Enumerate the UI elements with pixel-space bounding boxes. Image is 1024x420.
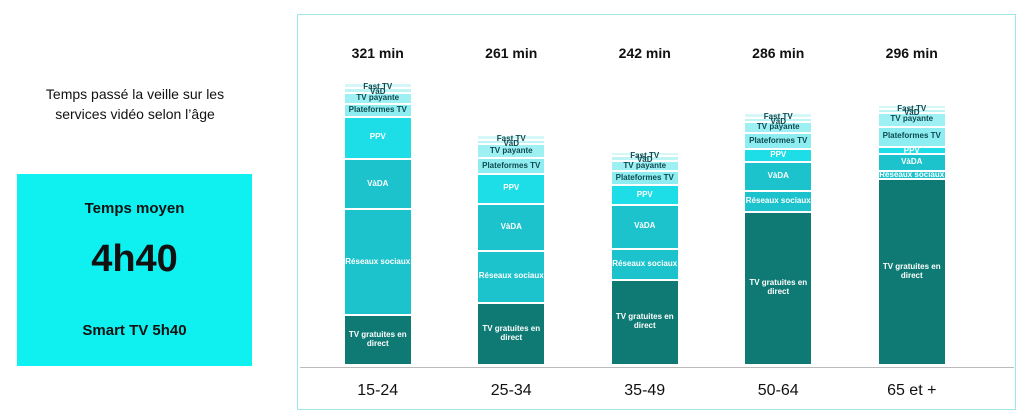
segment-label: TV payante	[356, 92, 400, 102]
bar-segment	[745, 131, 812, 149]
segment-label: TV gratuites en direct	[749, 278, 808, 297]
bar-segment	[745, 210, 812, 364]
x-tick-label: 25-34	[490, 382, 532, 399]
bar-segment	[611, 159, 678, 171]
segment-label: TV payante	[756, 121, 800, 131]
bar-segment	[344, 158, 411, 209]
chart-title: Temps passé la veille sur les services v…	[45, 86, 225, 122]
segment-label: TV gratuites en direct	[482, 324, 541, 343]
total-label: 286 min	[752, 45, 805, 61]
segment-label: Réseaux sociaux	[745, 195, 811, 205]
bar-segment	[344, 313, 411, 364]
segment-label: VàDA	[767, 170, 789, 180]
bar-segment	[611, 278, 678, 364]
total-label: 321 min	[351, 45, 404, 61]
x-tick-label: 65 et +	[887, 382, 937, 399]
bar-segment	[878, 169, 945, 179]
bar-segment	[344, 102, 411, 116]
segment-label: Fast TV	[496, 134, 526, 144]
segment-label: VàDA	[367, 178, 389, 188]
chart-frame	[297, 14, 1016, 410]
bar-segment	[344, 208, 411, 314]
segment-label: VàD	[503, 138, 520, 148]
segment-label: TV gratuites en direct	[348, 329, 407, 348]
bar-segment	[611, 151, 678, 156]
summary-value: 4h40	[91, 238, 178, 280]
segment-label: TV gratuites en direct	[615, 312, 674, 331]
segment-label: Fast TV	[897, 103, 927, 113]
segment-label: TV payante	[489, 145, 533, 155]
bar-segment	[745, 189, 812, 211]
x-tick-label: 35-49	[624, 382, 666, 399]
total-label: 242 min	[618, 45, 671, 61]
segment-label: Plateformes TV	[749, 135, 808, 145]
bar-segment	[745, 148, 812, 161]
segment-label: VàD	[636, 155, 653, 165]
bar-segment	[878, 152, 945, 170]
segment-label: PPV	[369, 132, 386, 142]
bar-segment	[745, 121, 812, 132]
bar-segment	[878, 103, 945, 108]
segment-label: TV gratuites en direct	[882, 262, 941, 281]
summary-label: Temps moyen	[84, 200, 185, 217]
bar-segment	[478, 134, 545, 139]
bar-segment	[878, 112, 945, 126]
x-tick-label: 50-64	[757, 382, 799, 399]
baseline	[300, 367, 1014, 368]
segment-label: PPV	[636, 189, 653, 199]
bar-segment	[745, 116, 812, 122]
bar-segment	[611, 184, 678, 204]
bar-segment	[344, 81, 411, 87]
segment-label: PPV	[903, 145, 920, 155]
bar-segment	[344, 92, 411, 103]
bar-segment	[878, 178, 945, 364]
bar-segment	[878, 125, 945, 146]
bar-segment	[478, 173, 545, 203]
summary-note: Smart TV 5h40	[82, 322, 187, 339]
segment-label: VàDA	[500, 221, 522, 231]
bar-segment	[611, 203, 678, 248]
total-label: 296 min	[885, 45, 938, 61]
segment-label: Fast TV	[763, 112, 793, 122]
segment-label: VàDA	[634, 221, 656, 231]
bar-segment	[478, 138, 545, 144]
segment-label: PPV	[770, 150, 787, 160]
bar-segment	[745, 112, 812, 117]
total-label: 261 min	[485, 45, 538, 61]
bar-segment	[878, 145, 945, 153]
bar-segment	[478, 157, 545, 174]
bar-segment	[344, 115, 411, 159]
bar-segment	[611, 170, 678, 185]
segment-label: Réseaux sociaux	[879, 169, 945, 179]
bar-segment	[478, 202, 545, 250]
segment-label: VàDA	[901, 156, 923, 166]
segment-label: Réseaux sociaux	[478, 271, 544, 281]
segment-label: Plateformes TV	[882, 131, 941, 141]
segment-label: TV payante	[623, 160, 667, 170]
bar-segment	[478, 143, 545, 158]
segment-label: VàD	[770, 116, 787, 126]
segment-label: Réseaux sociaux	[612, 258, 678, 268]
segment-label: Fast TV	[363, 81, 393, 91]
bar-segment	[611, 247, 678, 279]
bar-segment	[878, 107, 945, 113]
segment-label: VàD	[369, 86, 386, 96]
segment-label: Fast TV	[630, 151, 660, 161]
segment-label: Plateformes TV	[348, 104, 407, 114]
segment-label: Plateformes TV	[615, 172, 674, 182]
summary-box: Temps moyen 4h40 Smart TV 5h40	[17, 174, 252, 366]
bar-segment	[745, 160, 812, 190]
bar-segment	[478, 249, 545, 303]
segment-label: PPV	[503, 183, 520, 193]
bar-segment	[344, 86, 411, 93]
bar-segment	[478, 302, 545, 364]
bar-segment	[611, 155, 678, 160]
segment-label: Plateformes TV	[482, 160, 541, 170]
segment-label: Réseaux sociaux	[345, 256, 411, 266]
segment-label: TV payante	[890, 114, 934, 124]
x-tick-label: 15-24	[357, 382, 399, 399]
segment-label: VàD	[903, 107, 920, 117]
